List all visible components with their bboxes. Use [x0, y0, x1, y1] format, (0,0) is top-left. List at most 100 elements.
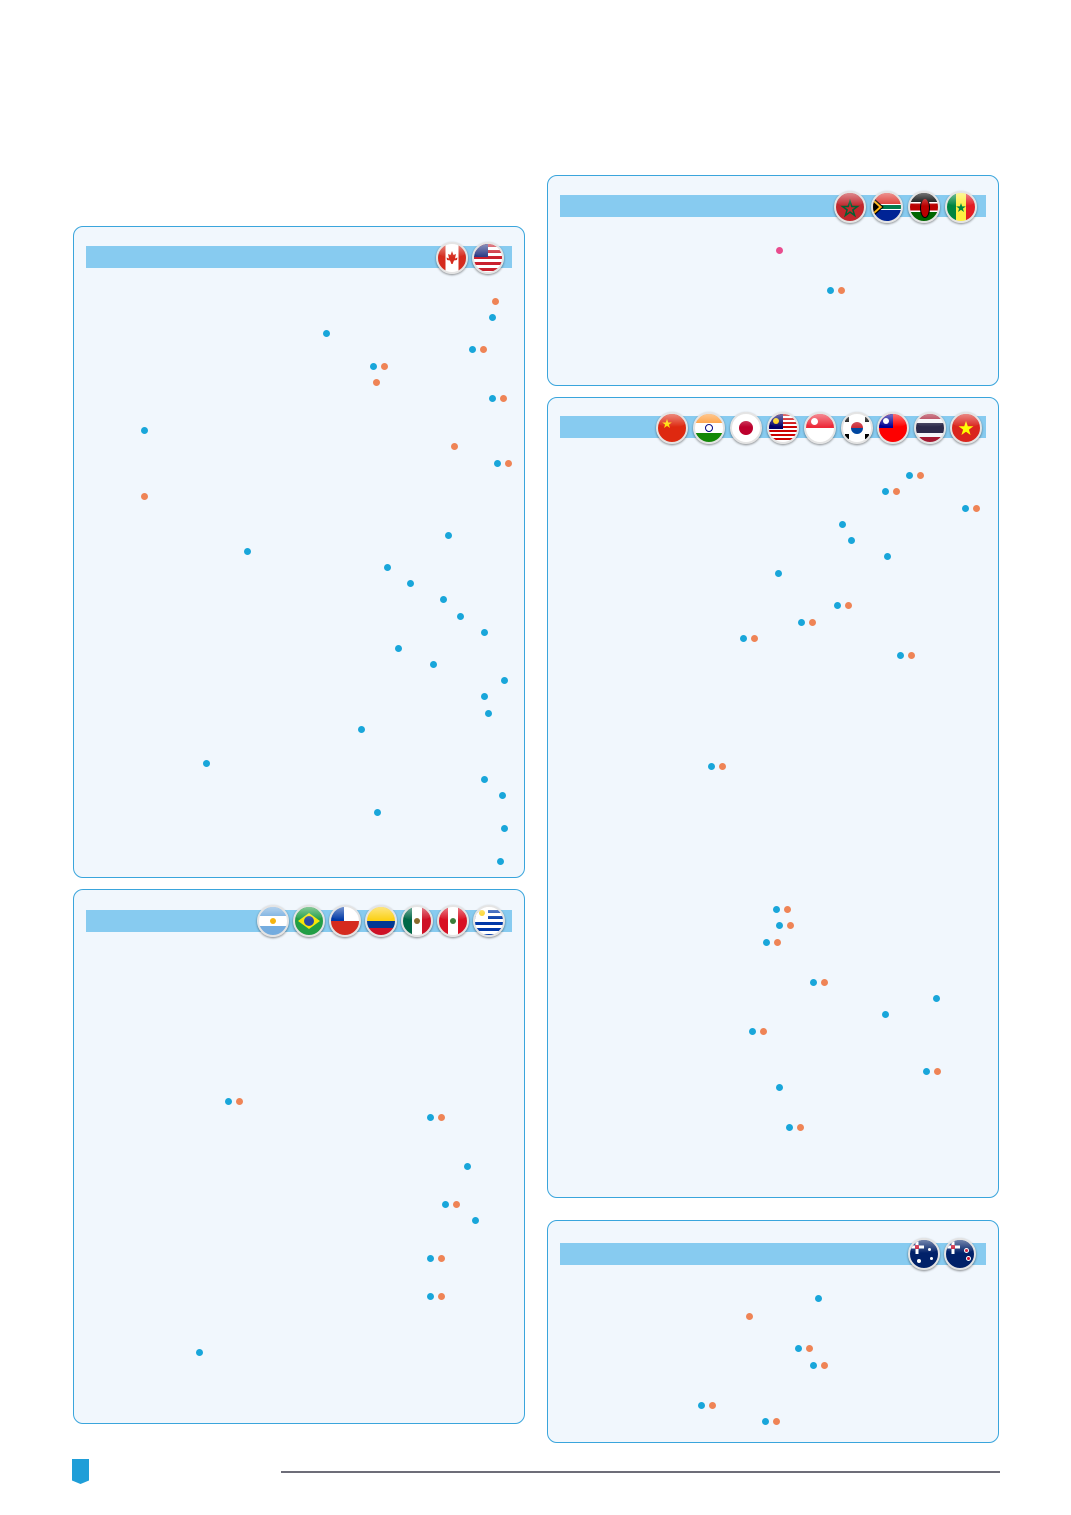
marker-blue: [896, 651, 904, 659]
argentina-flag-icon: [257, 905, 289, 937]
marker-blue: [243, 547, 251, 555]
south-africa-flag-icon: [871, 191, 903, 223]
marker-orange: [820, 1361, 828, 1369]
marker-blue: [797, 618, 805, 626]
marker-orange: [708, 1401, 716, 1409]
marker-blue: [488, 313, 496, 321]
singapore-flag-icon: [804, 412, 836, 444]
marker-blue: [809, 978, 817, 986]
marker-blue: [426, 1254, 434, 1262]
marker-orange: [437, 1113, 445, 1121]
united-states-flag-icon: [472, 242, 504, 274]
mexico-flag-icon: [401, 905, 433, 937]
marker-blue: [456, 612, 464, 620]
marker-blue: [883, 552, 891, 560]
marker-orange: [796, 1123, 804, 1131]
marker-blue: [739, 634, 747, 642]
marker-orange: [805, 1344, 813, 1352]
marker-orange: [450, 442, 458, 450]
africa-panel: [547, 175, 999, 386]
marker-blue: [881, 487, 889, 495]
marker-blue: [224, 1097, 232, 1105]
marker-blue: [426, 1113, 434, 1121]
latin-america-panel: [73, 889, 525, 1424]
new-zealand-flag-icon: [944, 1238, 976, 1270]
marker-orange: [235, 1097, 243, 1105]
marker-blue: [493, 459, 501, 467]
marker-orange: [491, 297, 499, 305]
marker-orange: [772, 1417, 780, 1425]
canada-flag-icon: [436, 242, 468, 274]
marker-blue: [881, 1010, 889, 1018]
marker-orange: [759, 1027, 767, 1035]
marker-blue: [932, 994, 940, 1002]
south-korea-flag-icon: [841, 412, 873, 444]
marker-blue: [961, 504, 969, 512]
marker-orange: [452, 1200, 460, 1208]
marker-blue: [761, 1417, 769, 1425]
marker-blue: [484, 709, 492, 717]
marker-blue: [774, 569, 782, 577]
marker-blue: [369, 362, 377, 370]
marker-orange: [750, 634, 758, 642]
asia-panel: [547, 397, 999, 1198]
marker-blue: [488, 394, 496, 402]
marker-blue: [480, 692, 488, 700]
marker-orange: [844, 601, 852, 609]
marker-blue: [195, 1348, 203, 1356]
marker-blue: [322, 329, 330, 337]
chile-flag-icon: [329, 905, 361, 937]
marker-blue: [500, 824, 508, 832]
marker-blue: [480, 775, 488, 783]
marker-blue: [922, 1067, 930, 1075]
marker-orange: [820, 978, 828, 986]
marker-orange: [773, 938, 781, 946]
marker-orange: [907, 651, 915, 659]
morocco-flag-icon: [834, 191, 866, 223]
marker-blue: [468, 345, 476, 353]
marker-blue: [441, 1200, 449, 1208]
marker-orange: [933, 1067, 941, 1075]
marker-blue: [500, 676, 508, 684]
taiwan-flag-icon: [877, 412, 909, 444]
marker-blue: [785, 1123, 793, 1131]
marker-orange: [786, 921, 794, 929]
marker-blue: [762, 938, 770, 946]
marker-blue: [838, 520, 846, 528]
page-marker-tab: [72, 1459, 89, 1484]
marker-blue: [794, 1344, 802, 1352]
marker-orange: [499, 394, 507, 402]
marker-blue: [697, 1401, 705, 1409]
marker-blue: [772, 905, 780, 913]
marker-blue: [373, 808, 381, 816]
marker-orange: [380, 362, 388, 370]
uruguay-flag-icon: [473, 905, 505, 937]
marker-orange: [892, 487, 900, 495]
panel-header-band: [86, 246, 512, 268]
marker-blue: [406, 579, 414, 587]
marker-blue: [383, 563, 391, 571]
colombia-flag-icon: [365, 905, 397, 937]
marker-blue: [444, 531, 452, 539]
marker-orange: [140, 492, 148, 500]
marker-blue: [140, 426, 148, 434]
senegal-flag-icon: [945, 191, 977, 223]
marker-orange: [745, 1312, 753, 1320]
marker-blue: [480, 628, 488, 636]
marker-orange: [479, 345, 487, 353]
marker-orange: [437, 1254, 445, 1262]
brazil-flag-icon: [293, 905, 325, 937]
marker-blue: [357, 725, 365, 733]
marker-blue: [905, 471, 913, 479]
marker-blue: [809, 1361, 817, 1369]
marker-orange: [718, 762, 726, 770]
japan-flag-icon: [730, 412, 762, 444]
marker-blue: [826, 286, 834, 294]
marker-blue: [496, 857, 504, 865]
china-flag-icon: [656, 412, 688, 444]
marker-blue: [471, 1216, 479, 1224]
marker-blue: [748, 1027, 756, 1035]
peru-flag-icon: [437, 905, 469, 937]
marker-orange: [504, 459, 512, 467]
malaysia-flag-icon: [767, 412, 799, 444]
